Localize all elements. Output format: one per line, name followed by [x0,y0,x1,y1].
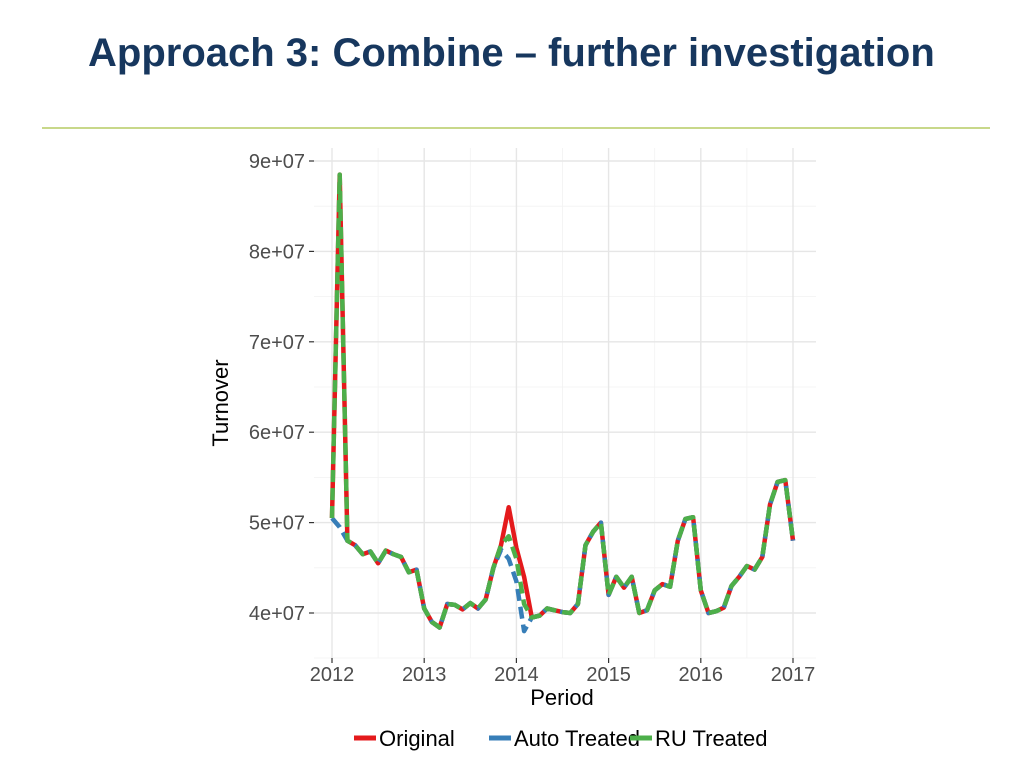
y-axis-title: Turnover [208,359,233,446]
y-tick-label: 8e+07 [249,241,305,263]
x-tick-label: 2015 [586,664,631,686]
x-tick-label: 2012 [310,664,355,686]
x-tick-label: 2016 [679,664,724,686]
x-tick-label: 2017 [771,664,816,686]
y-tick-label: 6e+07 [249,422,305,444]
legend-label: RU Treated [655,726,768,751]
legend: Original Auto Treated RU Treated [354,726,768,751]
title-divider [42,127,990,129]
y-axis: 4e+07 5e+07 6e+07 7e+07 8e+07 9e+07 [249,151,314,625]
y-tick-label: 4e+07 [249,603,305,625]
x-tick-label: 2013 [402,664,447,686]
plot-panel [314,148,816,658]
series-lines [329,172,796,634]
x-tick-label: 2014 [494,664,539,686]
grid-minor [314,148,816,659]
x-axis-title: Period [530,685,594,710]
y-tick-label: 7e+07 [249,332,305,354]
y-tick-label: 5e+07 [249,513,305,535]
legend-label: Auto Treated [514,726,640,751]
x-axis: 2012 2013 2014 2015 2016 2017 [310,658,816,686]
legend-label: Original [379,726,455,751]
series-line-ru-treated [329,172,796,630]
grid-major [314,148,816,658]
slide-title: Approach 3: Combine – further investigat… [88,31,935,75]
y-tick-label: 9e+07 [249,151,305,173]
